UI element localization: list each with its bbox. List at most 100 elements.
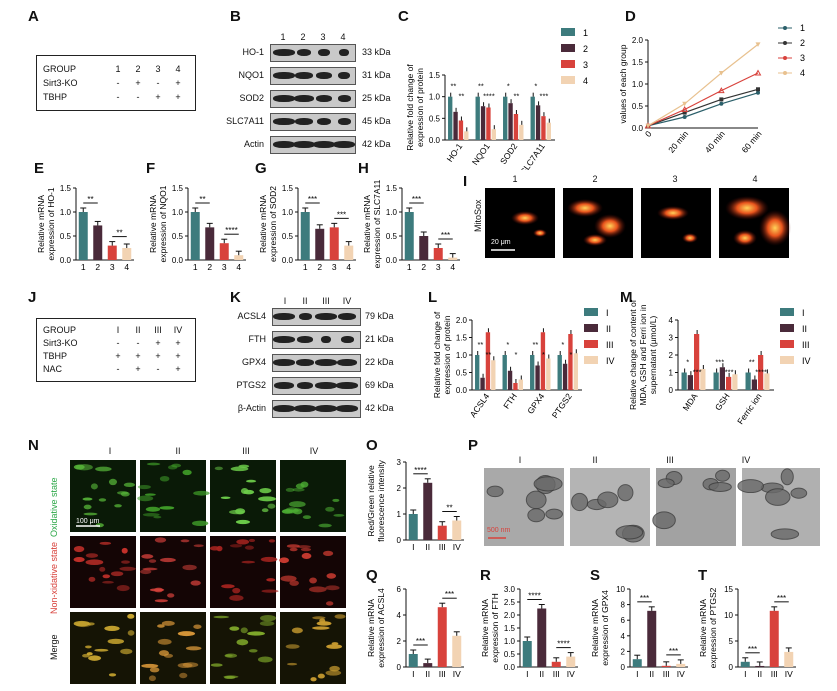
blot-band <box>340 336 354 343</box>
blot-band <box>273 95 295 102</box>
micro-n-row-label: Non-xidative state <box>49 541 59 614</box>
fluorescence-cell <box>167 593 175 598</box>
bar <box>530 96 535 140</box>
blot-band <box>294 118 314 125</box>
bar <box>423 663 433 667</box>
significance-label: * <box>534 82 537 91</box>
micro-p-lane-label: I <box>518 455 522 465</box>
bar <box>508 103 513 140</box>
data-point <box>682 101 688 107</box>
fluorescence-cell <box>325 585 340 591</box>
blot-band <box>338 72 350 79</box>
bar <box>486 107 491 140</box>
bar <box>519 124 524 140</box>
x-tick-label: III <box>771 669 778 679</box>
fluorescence-image <box>280 460 346 532</box>
table-j-cell: + <box>115 351 121 361</box>
bar <box>423 482 433 540</box>
micro-n-lane-label: III <box>242 446 250 456</box>
fluorescence-cell <box>332 498 340 502</box>
blot-lane-label: IV <box>342 296 352 306</box>
legend-label: 4 <box>800 68 805 78</box>
y-tick-label: 1 <box>669 369 674 378</box>
blot-kda-label: 31 kDa <box>362 70 391 80</box>
table-a-cell: + <box>175 78 181 88</box>
fluorescence-cell <box>236 539 250 545</box>
series-line <box>647 72 759 127</box>
mitosox-image-3 <box>641 188 711 258</box>
y-axis-label: supernatant (µmol/L) <box>648 316 658 395</box>
y-tick-label: 1 <box>397 510 402 519</box>
fluorescence-cell <box>221 584 235 589</box>
fluorescence-cell <box>102 574 111 579</box>
table-j-cell: + <box>175 338 181 348</box>
fluorescence-cell <box>144 493 156 496</box>
tem-mitochondrion <box>533 476 563 492</box>
bar <box>713 372 719 390</box>
fluorescence-cell <box>245 479 257 483</box>
fluorescence-cell <box>127 630 135 636</box>
data-point <box>719 97 724 102</box>
blot-kda-label: 69 kDa <box>365 380 394 390</box>
fluorescence-cell <box>329 665 340 672</box>
y-axis-label: Relative mRNA <box>590 599 600 657</box>
tem-mitochondrion <box>657 478 675 489</box>
bar <box>700 369 706 390</box>
fluorescence-cell <box>248 538 256 543</box>
blot-band <box>273 72 295 79</box>
blot-band <box>298 313 312 320</box>
fluorescence-cell <box>73 546 85 553</box>
fluorescence-cell <box>289 547 298 552</box>
bar <box>740 661 750 667</box>
legend-swatch <box>584 340 598 348</box>
legend-label: III <box>802 340 810 350</box>
mitosox-images <box>485 188 791 258</box>
bar <box>540 332 546 390</box>
y-tick-label: 2.0 <box>504 611 516 620</box>
fluorescence-cell <box>193 624 202 629</box>
fluorescence-cell <box>266 578 276 582</box>
x-tick-label: II <box>425 669 430 679</box>
fluorescence-cell <box>149 588 165 592</box>
blot-band <box>315 405 337 412</box>
y-tick-label: 0 <box>669 386 674 395</box>
fluorescence-cell <box>229 626 240 631</box>
significance-label: ** <box>459 92 465 101</box>
table-j-header: GROUP I II III IV <box>43 325 182 335</box>
table-a-row-label: TBHP <box>43 92 68 102</box>
significance-label: ** <box>87 195 93 204</box>
panel-letter-a: A <box>28 8 39 25</box>
legend-marker <box>783 41 787 45</box>
fluorescence-cell <box>325 506 335 512</box>
panel-letter-s: S <box>590 567 601 584</box>
y-tick-label: 1.0 <box>429 93 441 102</box>
fluorescence-cell <box>325 601 334 606</box>
fluorescence-cell <box>241 560 256 564</box>
table-j-cell: - <box>156 364 160 374</box>
table-j-cell: - <box>136 338 140 348</box>
tem-mitochondrion <box>525 490 547 510</box>
panel-letter-d: D <box>625 8 636 25</box>
micro-i-side-label: MitoSox <box>473 199 483 232</box>
fluorescence-cell <box>75 622 92 628</box>
bar <box>551 661 561 667</box>
blot-band <box>336 382 358 389</box>
y-tick-label: 2 <box>397 484 402 493</box>
table-a-cell: + <box>155 92 161 102</box>
panel-letter-e: E <box>34 160 45 177</box>
blot-band-strip <box>270 44 356 62</box>
legend-label: 1 <box>800 23 805 33</box>
fluorescence-cell <box>331 642 339 645</box>
y-tick-label: 0.5 <box>632 102 644 111</box>
data-point <box>756 87 760 92</box>
significance-label: ** <box>199 195 205 204</box>
bar <box>632 659 642 667</box>
legend-swatch <box>561 28 575 36</box>
legend-label: 1 <box>583 28 588 38</box>
significance-label: **** <box>483 92 495 101</box>
legend-swatch <box>780 308 794 316</box>
mitosox-signal-3 <box>657 206 698 243</box>
data-point <box>717 87 725 94</box>
fluorescence-cell <box>102 580 114 584</box>
y-axis-label: Relative fold change of <box>405 64 415 151</box>
